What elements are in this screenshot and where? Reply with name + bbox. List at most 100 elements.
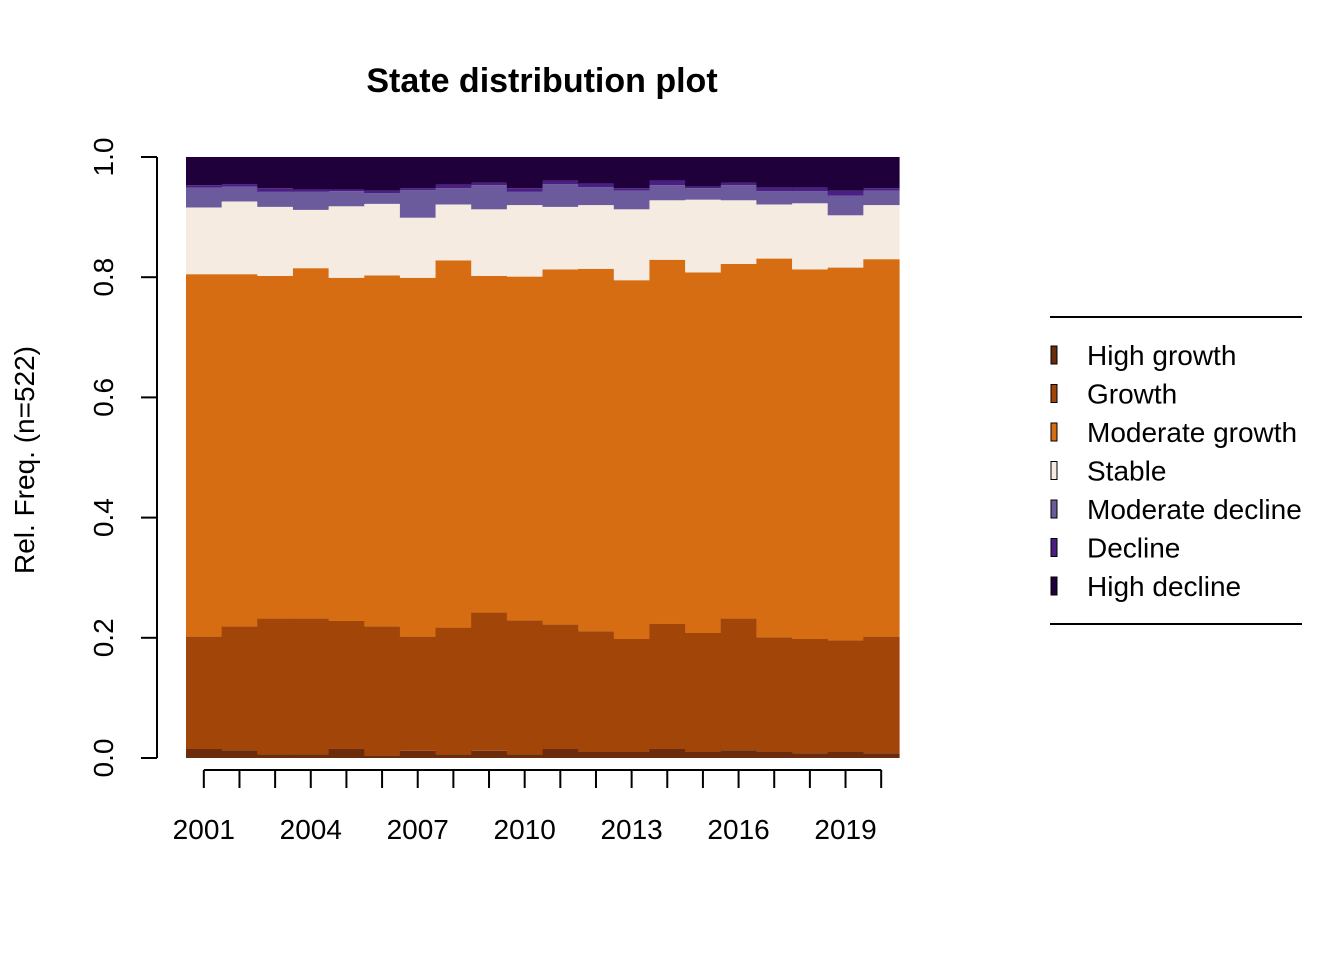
bar-segment-2017-6 bbox=[756, 157, 793, 188]
legend-swatch bbox=[1050, 499, 1058, 519]
bar-segment-2018-4 bbox=[792, 191, 829, 204]
bar-segment-2009-5 bbox=[471, 182, 508, 186]
bar-segment-2001-5 bbox=[186, 185, 223, 188]
bar-segment-2002-0 bbox=[221, 750, 258, 758]
bar-segment-2013-0 bbox=[613, 751, 651, 758]
bar-segment-2008-0 bbox=[435, 754, 472, 758]
bar-segment-2010-3 bbox=[506, 205, 544, 277]
y-tick-label: 0.2 bbox=[88, 618, 119, 657]
chart-title: State distribution plot bbox=[366, 62, 717, 100]
bar-segment-2005-6 bbox=[328, 157, 365, 190]
bar-segment-2016-4 bbox=[720, 185, 757, 201]
bar-segment-2019-5 bbox=[827, 190, 864, 196]
legend-label: High decline bbox=[1087, 571, 1241, 602]
bar-segment-2013-1 bbox=[613, 639, 651, 752]
bar-segment-2008-2 bbox=[435, 260, 472, 628]
bar-segment-2003-4 bbox=[257, 191, 294, 207]
bar-segment-2001-0 bbox=[186, 748, 223, 758]
bar-segment-2016-2 bbox=[720, 263, 757, 619]
bar-segment-2014-1 bbox=[649, 623, 686, 749]
bar-segment-2002-4 bbox=[221, 186, 258, 202]
bar-segment-2019-4 bbox=[827, 195, 864, 216]
bar-segment-2001-6 bbox=[186, 157, 223, 186]
bar-segment-2009-6 bbox=[471, 157, 508, 183]
bar-segment-2015-4 bbox=[685, 188, 722, 200]
legend-swatch bbox=[1050, 576, 1058, 596]
bar-segment-2019-2 bbox=[827, 267, 864, 641]
bar-segment-2017-1 bbox=[756, 637, 793, 752]
bar-segment-2007-0 bbox=[399, 750, 437, 758]
bar-segment-2007-1 bbox=[399, 636, 437, 751]
bar-segment-2004-0 bbox=[292, 754, 330, 758]
bar-segment-2001-3 bbox=[186, 207, 223, 275]
bar-segment-2019-3 bbox=[827, 215, 864, 268]
bar-segment-2004-5 bbox=[292, 189, 330, 192]
bar-segment-2002-1 bbox=[221, 626, 258, 751]
bar-segment-2006-2 bbox=[364, 275, 401, 627]
bar-segment-2004-3 bbox=[292, 209, 330, 269]
bar-segment-2005-1 bbox=[328, 620, 365, 749]
bar-segment-2009-0 bbox=[471, 750, 508, 758]
bar-segment-2016-6 bbox=[720, 157, 757, 183]
bar-segment-2013-6 bbox=[613, 157, 651, 189]
y-tick-label: 0.4 bbox=[88, 498, 119, 537]
bar-segment-2017-3 bbox=[756, 204, 793, 259]
y-tick-label: 0.8 bbox=[88, 258, 119, 297]
bar-segment-2018-5 bbox=[792, 187, 829, 192]
x-tick-label: 2016 bbox=[707, 814, 769, 845]
bar-segment-2006-1 bbox=[364, 626, 401, 756]
x-tick-label: 2013 bbox=[600, 814, 662, 845]
bar-segment-2008-6 bbox=[435, 157, 472, 185]
legend-swatch bbox=[1050, 384, 1058, 403]
bar-segment-2010-6 bbox=[506, 157, 544, 189]
bar-segment-2004-2 bbox=[292, 268, 330, 619]
x-tick-label: 2007 bbox=[387, 814, 449, 845]
bar-segment-2002-2 bbox=[221, 274, 258, 627]
bar-segment-2010-4 bbox=[506, 191, 544, 206]
bar-segment-2016-3 bbox=[720, 200, 757, 264]
legend-label: Stable bbox=[1087, 456, 1166, 487]
bar-segment-2009-3 bbox=[471, 209, 508, 276]
bar-segment-2003-2 bbox=[257, 276, 294, 619]
bar-segment-2001-1 bbox=[186, 636, 223, 749]
bar-segment-2009-1 bbox=[471, 612, 508, 751]
bar-segment-2011-6 bbox=[542, 157, 579, 181]
y-tick-label: 1.0 bbox=[88, 138, 119, 177]
legend-swatch bbox=[1050, 461, 1058, 480]
bar-segment-2003-1 bbox=[257, 618, 294, 755]
x-tick-label: 2010 bbox=[494, 814, 556, 845]
bar-segment-2016-1 bbox=[720, 618, 757, 751]
x-tick-label: 2019 bbox=[814, 814, 876, 845]
bar-segment-2003-6 bbox=[257, 157, 294, 189]
bar-segment-2008-5 bbox=[435, 184, 472, 189]
bar-segment-2012-4 bbox=[578, 187, 615, 206]
bar-segment-2014-5 bbox=[649, 180, 686, 186]
bar-segment-2007-4 bbox=[399, 190, 437, 218]
bar-segment-2020-5 bbox=[863, 188, 900, 191]
bar-segment-2004-4 bbox=[292, 191, 330, 210]
bar-segment-2015-3 bbox=[685, 199, 722, 273]
bar-segment-2014-3 bbox=[649, 200, 686, 260]
bar-segment-2001-2 bbox=[186, 274, 223, 637]
bar-segment-2005-2 bbox=[328, 277, 365, 621]
bar-segment-2011-4 bbox=[542, 184, 579, 207]
bar-segment-2020-6 bbox=[863, 157, 900, 189]
legend-label: Growth bbox=[1087, 379, 1177, 410]
bar-segment-2020-0 bbox=[863, 753, 900, 758]
bar-segment-2018-6 bbox=[792, 157, 829, 188]
bar-segment-2011-2 bbox=[542, 269, 579, 625]
bar-segment-2014-6 bbox=[649, 157, 686, 181]
bar-segment-2004-1 bbox=[292, 618, 330, 755]
bar-segment-2009-2 bbox=[471, 276, 508, 613]
legend-swatch bbox=[1050, 538, 1058, 557]
bar-segment-2014-4 bbox=[649, 185, 686, 201]
bar-segment-2020-3 bbox=[863, 205, 900, 260]
x-tick-label: 2004 bbox=[280, 814, 342, 845]
bar-segment-2011-0 bbox=[542, 748, 579, 758]
bar-segment-2018-3 bbox=[792, 203, 829, 270]
bar-segment-2015-5 bbox=[685, 186, 722, 189]
x-axis: 2001 2004 2007 2010 2013 2016 2019 bbox=[173, 769, 883, 845]
bar-segment-2012-6 bbox=[578, 157, 615, 184]
bar-segment-2012-3 bbox=[578, 205, 615, 269]
